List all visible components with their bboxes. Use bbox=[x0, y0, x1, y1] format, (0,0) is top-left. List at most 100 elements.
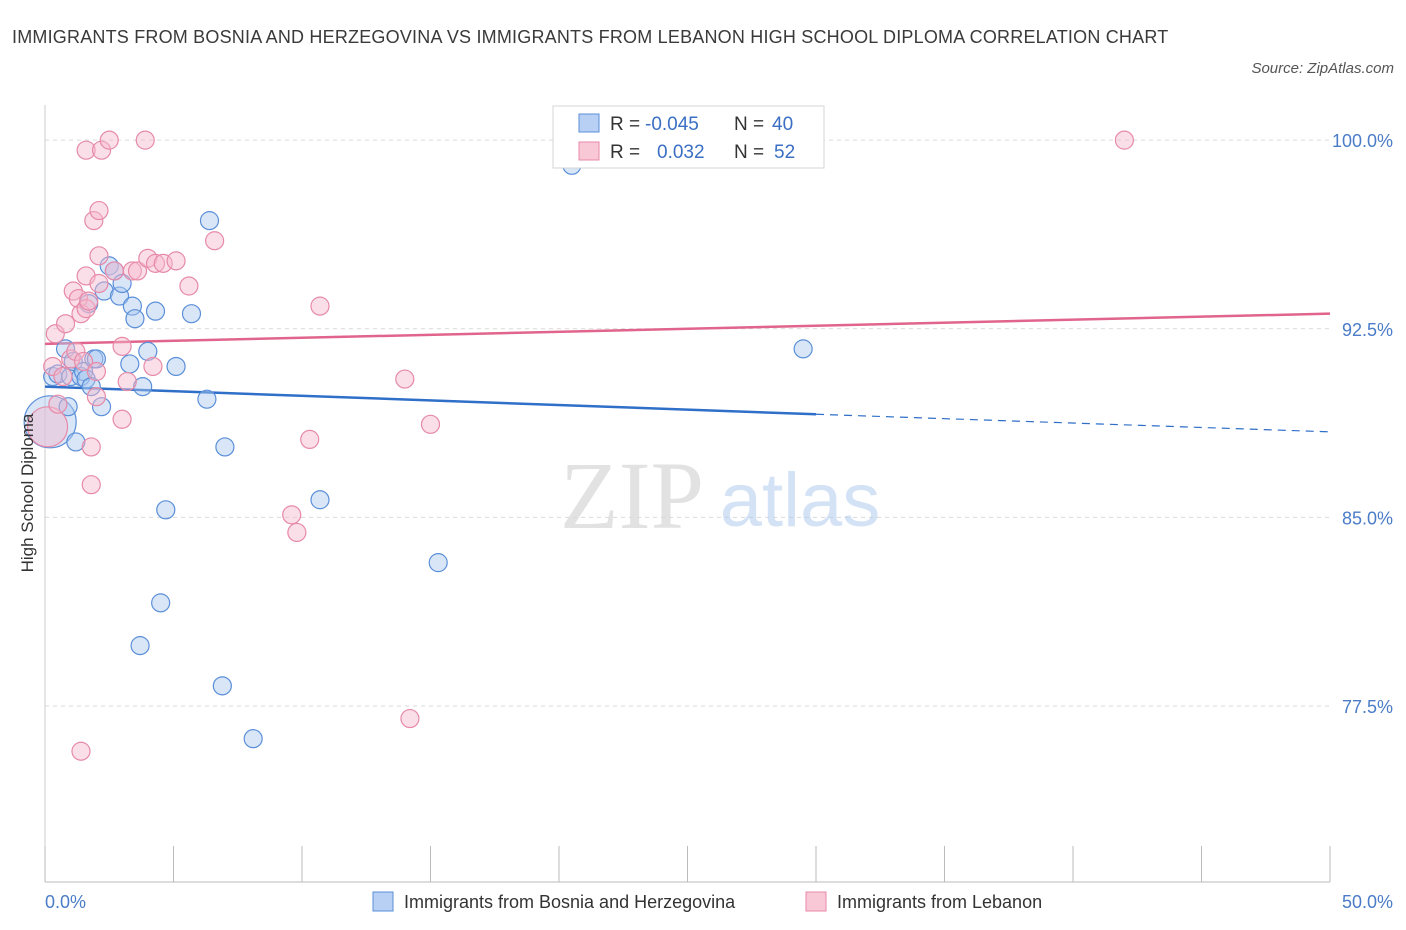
point-pink-8 bbox=[66, 341, 86, 361]
legend-n-value-1: 40 bbox=[772, 114, 793, 135]
watermark-zip: ZIP bbox=[560, 442, 704, 549]
series-legend-label-pink: Immigrants from Lebanon bbox=[837, 892, 1042, 912]
series-legend-label-blue: Immigrants from Bosnia and Herzegovina bbox=[404, 892, 736, 912]
point-blue-25 bbox=[133, 376, 153, 397]
point-pink-32 bbox=[127, 261, 148, 281]
legend-r-label-2: R = bbox=[610, 142, 640, 163]
point-blue-32 bbox=[197, 389, 217, 409]
y-tick-label-2: 85.0% bbox=[1342, 508, 1393, 528]
trend-line-blue bbox=[44, 385, 817, 416]
point-blue-36 bbox=[243, 729, 263, 749]
point-pink-14 bbox=[76, 299, 96, 319]
point-blue-34 bbox=[212, 676, 232, 696]
point-pink-45 bbox=[395, 369, 415, 389]
grid-lines bbox=[45, 139, 1330, 707]
point-pink-25 bbox=[91, 140, 112, 160]
point-blue-0 bbox=[23, 395, 77, 449]
point-pink-24 bbox=[89, 246, 109, 266]
point-blue-27 bbox=[145, 301, 166, 321]
point-pink-1 bbox=[43, 356, 63, 377]
point-pink-0 bbox=[26, 406, 69, 448]
point-blue-21 bbox=[120, 354, 140, 374]
point-blue-22 bbox=[122, 296, 142, 316]
trend-line-blue-dashed bbox=[815, 413, 1331, 433]
point-pink-22 bbox=[89, 273, 109, 294]
point-pink-3 bbox=[48, 394, 68, 414]
trend-lines bbox=[44, 312, 1331, 433]
legend-swatch-blue bbox=[578, 113, 600, 133]
y-tick-label-3: 77.5% bbox=[1342, 697, 1393, 717]
point-pink-41 bbox=[282, 505, 302, 525]
watermark-atlas: atlas bbox=[720, 458, 881, 543]
point-pink-16 bbox=[79, 291, 99, 311]
legend-r-label-1: R = bbox=[610, 114, 640, 135]
x-tick-label-1: 50.0% bbox=[1342, 892, 1393, 912]
series-legend-swatch-blue bbox=[372, 891, 394, 912]
point-pink-35 bbox=[143, 356, 163, 377]
point-pink-44 bbox=[310, 296, 330, 316]
point-pink-12 bbox=[73, 351, 94, 372]
point-pink-39 bbox=[179, 276, 199, 296]
point-pink-29 bbox=[112, 409, 132, 429]
point-blue-38 bbox=[428, 553, 448, 573]
x-tick-labels: 0.0% 50.0% bbox=[45, 892, 1393, 912]
axes bbox=[44, 105, 1331, 883]
y-axis-label: High School Diploma bbox=[18, 413, 37, 572]
point-pink-17 bbox=[81, 437, 101, 457]
point-blue-26 bbox=[138, 341, 158, 361]
point-pink-43 bbox=[300, 429, 320, 450]
point-pink-20 bbox=[86, 361, 107, 382]
point-pink-23 bbox=[89, 200, 109, 221]
point-pink-4 bbox=[53, 366, 73, 387]
y-tick-labels: 100.0% 92.5% 85.0% 77.5% bbox=[1332, 131, 1393, 717]
correlation-legend: R = -0.045 N = 40 R = 0.032 N = 52 bbox=[552, 105, 825, 169]
watermark: ZIP atlas bbox=[560, 442, 880, 549]
legend-r-value-1: -0.045 bbox=[645, 114, 699, 135]
point-pink-40 bbox=[205, 231, 225, 251]
point-blue-33 bbox=[199, 211, 220, 231]
point-pink-42 bbox=[287, 522, 307, 543]
source-label: Source: ZipAtlas.com bbox=[1251, 60, 1394, 77]
point-pink-18 bbox=[81, 475, 101, 495]
point-blue-24 bbox=[130, 636, 150, 656]
trend-line-pink bbox=[44, 312, 1331, 346]
point-pink-31 bbox=[122, 261, 142, 281]
point-pink-28 bbox=[112, 336, 132, 356]
point-pink-47 bbox=[420, 414, 441, 434]
point-blue-35 bbox=[215, 437, 235, 457]
point-pink-26 bbox=[99, 130, 119, 150]
legend-swatch-pink bbox=[578, 141, 600, 161]
point-pink-46 bbox=[400, 708, 420, 729]
point-pink-48 bbox=[1114, 130, 1135, 150]
point-pink-36 bbox=[145, 253, 166, 273]
point-pink-27 bbox=[104, 261, 124, 281]
point-blue-7 bbox=[66, 432, 86, 452]
point-blue-12 bbox=[81, 376, 101, 397]
point-blue-37 bbox=[310, 490, 330, 510]
point-blue-31 bbox=[181, 304, 202, 324]
chart-title: IMMIGRANTS FROM BOSNIA AND HERZEGOVINA V… bbox=[12, 27, 1169, 47]
legend-n-label-2: N = bbox=[734, 142, 764, 163]
point-pink-21 bbox=[86, 387, 107, 407]
point-pink-2 bbox=[45, 324, 65, 344]
series-legend: Immigrants from Bosnia and Herzegovina I… bbox=[372, 891, 1042, 912]
point-blue-15 bbox=[91, 397, 112, 417]
y-tick-label-0: 100.0% bbox=[1332, 131, 1393, 151]
point-pink-15 bbox=[76, 140, 96, 160]
point-pink-19 bbox=[84, 211, 104, 231]
y-tick-label-1: 92.5% bbox=[1342, 320, 1393, 340]
x-tick-label-0: 0.0% bbox=[45, 892, 86, 912]
series-legend-swatch-pink bbox=[805, 891, 827, 912]
point-blue-23 bbox=[125, 309, 145, 329]
point-blue-29 bbox=[156, 500, 176, 520]
legend-n-value-2: 52 bbox=[774, 142, 795, 163]
point-pink-33 bbox=[135, 130, 155, 150]
point-blue-28 bbox=[151, 593, 171, 613]
point-blue-40 bbox=[793, 339, 813, 359]
point-pink-5 bbox=[55, 314, 76, 334]
point-blue-30 bbox=[166, 356, 186, 377]
point-pink-11 bbox=[71, 741, 91, 761]
legend-r-value-2: 0.032 bbox=[657, 142, 705, 163]
point-pink-30 bbox=[117, 371, 137, 392]
